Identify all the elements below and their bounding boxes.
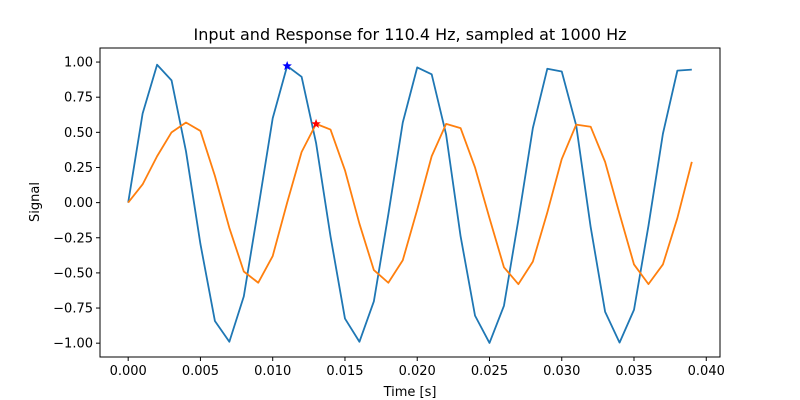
series-line-1 bbox=[127, 63, 692, 344]
chart-title: Input and Response for 110.4 Hz, sampled… bbox=[193, 25, 626, 44]
y-tick-label: −0.50 bbox=[53, 266, 93, 281]
y-axis-label: Signal bbox=[28, 182, 43, 222]
y-tick-label: 0.25 bbox=[64, 161, 93, 176]
x-axis-ticks: 0.000 0.005 0.010 0.015 0.020 0.025 0.030 0.035… bbox=[110, 357, 725, 379]
star-marker-2 bbox=[311, 118, 321, 128]
x-tick-label: 0.035 bbox=[615, 364, 652, 379]
x-tick-label: 0.025 bbox=[471, 364, 508, 379]
x-tick-label: 0.040 bbox=[688, 364, 725, 379]
x-tick-label: 0.015 bbox=[326, 364, 363, 379]
y-tick-label: 0.75 bbox=[64, 91, 93, 106]
plot-lines bbox=[127, 63, 693, 344]
x-tick-label: 0.030 bbox=[543, 364, 580, 379]
series-line-2 bbox=[127, 121, 693, 286]
star-marker-1 bbox=[282, 60, 292, 71]
y-tick-label: −0.25 bbox=[53, 231, 93, 246]
plot-markers bbox=[282, 60, 321, 128]
y-tick-label: 1.00 bbox=[64, 56, 93, 71]
y-tick-label: 0.00 bbox=[64, 196, 93, 211]
x-tick-label: 0.020 bbox=[399, 364, 436, 379]
x-tick-label: 0.010 bbox=[254, 364, 291, 379]
y-tick-label: 0.50 bbox=[64, 126, 93, 141]
y-tick-label: −1.00 bbox=[53, 337, 93, 352]
x-axis-label: Time [s] bbox=[383, 385, 437, 400]
y-axis-ticks: 1.00 0.75 0.50 0.25 0.00 −0.25 −0.50 −0.75 −1.00 bbox=[53, 56, 100, 352]
x-tick-label: 0.000 bbox=[110, 364, 147, 379]
y-tick-label: −0.75 bbox=[53, 302, 93, 317]
x-tick-label: 0.005 bbox=[182, 364, 219, 379]
